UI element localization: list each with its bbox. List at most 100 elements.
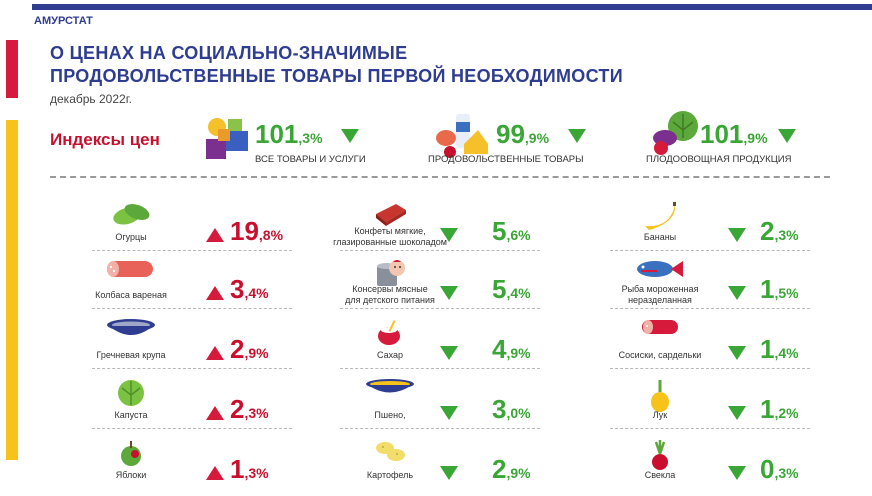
down-arrow-icon bbox=[440, 286, 458, 300]
down-arrow-icon bbox=[440, 466, 458, 480]
index-value-int: 99 bbox=[496, 119, 525, 149]
item-name-line: Гречневая крупа bbox=[96, 350, 166, 360]
item-name-line: Картофель bbox=[366, 470, 414, 480]
goods-cubes-icon bbox=[206, 118, 248, 159]
value-dec: ,8% bbox=[258, 227, 284, 243]
sausage-icon bbox=[105, 258, 157, 285]
item-name: Капуста bbox=[61, 410, 201, 421]
row-separator bbox=[610, 250, 810, 251]
price-change-value: 1,3% bbox=[230, 454, 269, 485]
item-name-line: глазированные шоколадом bbox=[333, 237, 447, 247]
item-name-line: Лук bbox=[652, 410, 668, 420]
value-dec: ,4% bbox=[774, 345, 799, 361]
cucumber-icon bbox=[109, 200, 153, 233]
item-name-line: для детского питания bbox=[345, 295, 435, 305]
index-value-dec: ,9% bbox=[524, 130, 550, 146]
down-arrow-icon bbox=[341, 129, 359, 143]
up-arrow-icon bbox=[206, 286, 224, 300]
price-change-value: 3,4% bbox=[230, 274, 269, 305]
down-arrow-icon bbox=[440, 346, 458, 360]
apple-icon bbox=[117, 438, 145, 473]
price-change-value: 1,4% bbox=[760, 334, 799, 365]
item-name-line: неразделанная bbox=[628, 295, 692, 305]
down-arrow-icon bbox=[728, 346, 746, 360]
title-line-1: О ЦЕНАХ НА СОЦИАЛЬНО-ЗНАЧИМЫЕ bbox=[50, 43, 408, 63]
item-name-line: Сосиски, сардельки bbox=[618, 350, 702, 360]
item-name-line: Огурцы bbox=[115, 232, 147, 242]
item-name: Колбаса вареная bbox=[61, 290, 201, 301]
up-arrow-icon bbox=[206, 406, 224, 420]
section-title: Индексы цен bbox=[50, 130, 160, 149]
item-name-line: Сахар bbox=[376, 350, 403, 360]
price-change-value: 1,5% bbox=[760, 274, 799, 305]
down-arrow-icon bbox=[728, 466, 746, 480]
row-separator bbox=[340, 308, 540, 309]
candy-icon bbox=[372, 200, 408, 233]
item-name: Сосиски, сардельки bbox=[590, 350, 730, 361]
item-name: Рыба мороженная неразделанная bbox=[590, 284, 730, 306]
down-arrow-icon bbox=[728, 286, 746, 300]
item-name: Лук bbox=[590, 410, 730, 421]
frankfurter-icon bbox=[640, 318, 680, 341]
value-int: 19 bbox=[230, 216, 259, 246]
index-label: ВСЕ ТОВАРЫ И УСЛУГИ bbox=[255, 154, 366, 165]
top-rule bbox=[32, 4, 872, 10]
down-arrow-icon bbox=[568, 129, 586, 143]
value-int: 1 bbox=[230, 454, 245, 484]
item-name-line: Свекла bbox=[644, 470, 676, 480]
org-name: АМУРСТАТ bbox=[34, 15, 93, 27]
value-int: 0 bbox=[760, 454, 775, 484]
item-name-line: Рыба мороженная bbox=[621, 284, 699, 294]
item-name-line: Конфеты мягкие, bbox=[354, 226, 426, 236]
value-int: 3 bbox=[230, 274, 245, 304]
title-accent-bar bbox=[6, 40, 18, 98]
item-name-line: Яблоки bbox=[115, 470, 147, 480]
item-name: Гречневая крупа bbox=[61, 350, 201, 361]
index-value-int: 101 bbox=[700, 119, 744, 149]
index-value-int: 101 bbox=[255, 119, 299, 149]
page-title: О ЦЕНАХ НА СОЦИАЛЬНО-ЗНАЧИМЫЕ ПРОДОВОЛЬС… bbox=[50, 42, 623, 88]
item-name-line: Капуста bbox=[114, 410, 148, 420]
value-dec: ,6% bbox=[506, 227, 531, 243]
banana-icon bbox=[641, 200, 679, 235]
value-int: 1 bbox=[760, 274, 775, 304]
value-dec: ,4% bbox=[244, 285, 269, 301]
price-change-value: 1,2% bbox=[760, 394, 799, 425]
item-name: Яблоки bbox=[61, 470, 201, 481]
item-name: Огурцы bbox=[61, 232, 201, 243]
value-dec: ,0% bbox=[506, 405, 531, 421]
value-dec: ,3% bbox=[244, 405, 269, 421]
fish-icon bbox=[635, 258, 685, 285]
price-change-value: 2,3% bbox=[230, 394, 269, 425]
value-int: 2 bbox=[760, 216, 775, 246]
value-dec: ,2% bbox=[774, 405, 799, 421]
value-int: 5 bbox=[492, 216, 507, 246]
value-int: 1 bbox=[760, 334, 775, 364]
index-value-dec: ,3% bbox=[298, 130, 323, 146]
row-separator bbox=[610, 368, 810, 369]
value-int: 1 bbox=[760, 394, 775, 424]
value-int: 2 bbox=[230, 334, 245, 364]
content-accent-bar bbox=[6, 120, 18, 460]
price-change-value: 4,9% bbox=[492, 334, 531, 365]
down-arrow-icon bbox=[440, 406, 458, 420]
millet-bowl-icon bbox=[364, 378, 416, 403]
up-arrow-icon bbox=[206, 466, 224, 480]
item-name: Пшено, bbox=[320, 410, 460, 421]
item-name-line: Колбаса вареная bbox=[95, 290, 167, 300]
price-change-value: 5,4% bbox=[492, 274, 531, 305]
item-name: Свекла bbox=[590, 470, 730, 481]
item-name-line: Консервы мясные bbox=[352, 284, 428, 294]
report-date: декабрь 2022г. bbox=[50, 92, 132, 106]
price-change-value: 3,0% bbox=[492, 394, 531, 425]
price-change-value: 2,3% bbox=[760, 216, 799, 247]
value-int: 2 bbox=[492, 454, 507, 484]
value-dec: ,3% bbox=[774, 227, 799, 243]
down-arrow-icon bbox=[728, 406, 746, 420]
onion-icon bbox=[648, 378, 672, 419]
item-name: Картофель bbox=[320, 470, 460, 481]
sugar-bowl-icon bbox=[375, 318, 405, 351]
food-products-icon bbox=[436, 114, 488, 158]
value-int: 4 bbox=[492, 334, 507, 364]
cabbage-icon bbox=[116, 378, 146, 413]
